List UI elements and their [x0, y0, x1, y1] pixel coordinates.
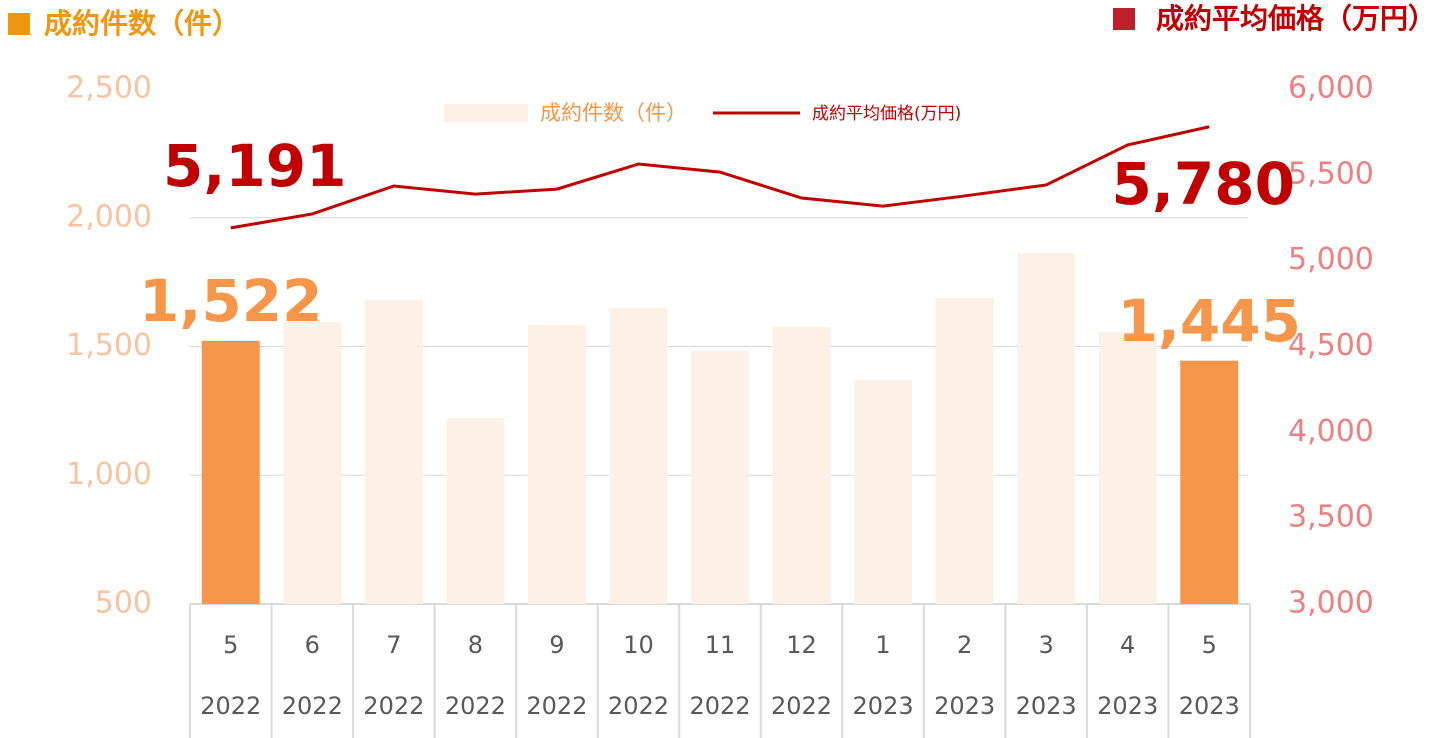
- x-tick-label: 8: [468, 631, 483, 659]
- x-tick-label: 9: [549, 631, 564, 659]
- bar: [283, 322, 342, 604]
- left-axis-title: 成約件数（件）: [44, 7, 240, 40]
- y2-tick-label: 4,000: [1288, 414, 1374, 449]
- legend-label: 成約件数（件）: [540, 101, 687, 125]
- bar: [935, 298, 994, 604]
- x-tick-label-year: 2022: [608, 692, 669, 720]
- y2-tick-label: 3,500: [1288, 500, 1374, 535]
- bar: [527, 325, 586, 604]
- x-tick-label: 7: [386, 631, 401, 659]
- bar: [1098, 332, 1157, 604]
- y2-tick-label: 6,000: [1288, 71, 1374, 106]
- data-label: 1,522: [139, 267, 322, 335]
- bar: [201, 340, 260, 604]
- legend-label: 成約平均価格(万円): [812, 104, 961, 124]
- bar: [854, 379, 913, 604]
- line: [230, 125, 1210, 230]
- y-tick-label: 1,000: [66, 457, 152, 492]
- x-tick-label: 1: [875, 631, 890, 659]
- y-tick-label: 2,000: [66, 199, 152, 234]
- left-axis-marker: [8, 13, 30, 35]
- bar: [609, 307, 668, 604]
- x-tick-label-year: 2023: [1016, 692, 1077, 720]
- x-tick-label: 5: [1202, 631, 1217, 659]
- x-tick-label: 2: [957, 631, 972, 659]
- x-tick-label-year: 2023: [934, 692, 995, 720]
- bar: [364, 299, 423, 604]
- x-tick-label-year: 2022: [689, 692, 750, 720]
- right-axis-title: 成約平均価格（万円）: [1156, 2, 1436, 35]
- bar: [1017, 253, 1076, 604]
- right-axis-marker: [1113, 8, 1135, 30]
- x-tick-label: 11: [705, 631, 736, 659]
- y2-tick-label: 5,500: [1288, 156, 1374, 191]
- x-tick-label: 10: [623, 631, 654, 659]
- data-label: 5,780: [1111, 150, 1294, 218]
- x-tick-label: 6: [305, 631, 320, 659]
- y-tick-label: 500: [95, 586, 152, 621]
- y-tick-label: 2,500: [66, 71, 152, 106]
- y2-tick-label: 3,000: [1288, 586, 1374, 621]
- x-tick-label: 3: [1039, 631, 1054, 659]
- x-tick-label-year: 2023: [1097, 692, 1158, 720]
- x-tick-label-year: 2023: [853, 692, 914, 720]
- x-tick-label-year: 2022: [200, 692, 261, 720]
- x-tick-label-year: 2022: [445, 692, 506, 720]
- data-label: 1,445: [1117, 287, 1300, 355]
- x-tick-label: 4: [1120, 631, 1135, 659]
- bar: [691, 351, 749, 604]
- legend-swatch-bar: [444, 104, 528, 122]
- y2-tick-label: 5,000: [1288, 242, 1374, 277]
- bar: [772, 326, 831, 604]
- y-tick-label: 1,500: [66, 328, 152, 363]
- x-tick-label-year: 2022: [771, 692, 832, 720]
- bar: [1180, 360, 1239, 604]
- x-tick-label-year: 2022: [526, 692, 587, 720]
- bar: [446, 418, 505, 604]
- x-tick-label-year: 2022: [282, 692, 343, 720]
- data-label: 5,191: [163, 132, 346, 200]
- x-tick-label-year: 2022: [363, 692, 424, 720]
- x-tick-label-year: 2023: [1179, 692, 1240, 720]
- x-tick-label: 5: [223, 631, 238, 659]
- y2-tick-label: 4,500: [1288, 328, 1374, 363]
- x-tick-label: 12: [786, 631, 817, 659]
